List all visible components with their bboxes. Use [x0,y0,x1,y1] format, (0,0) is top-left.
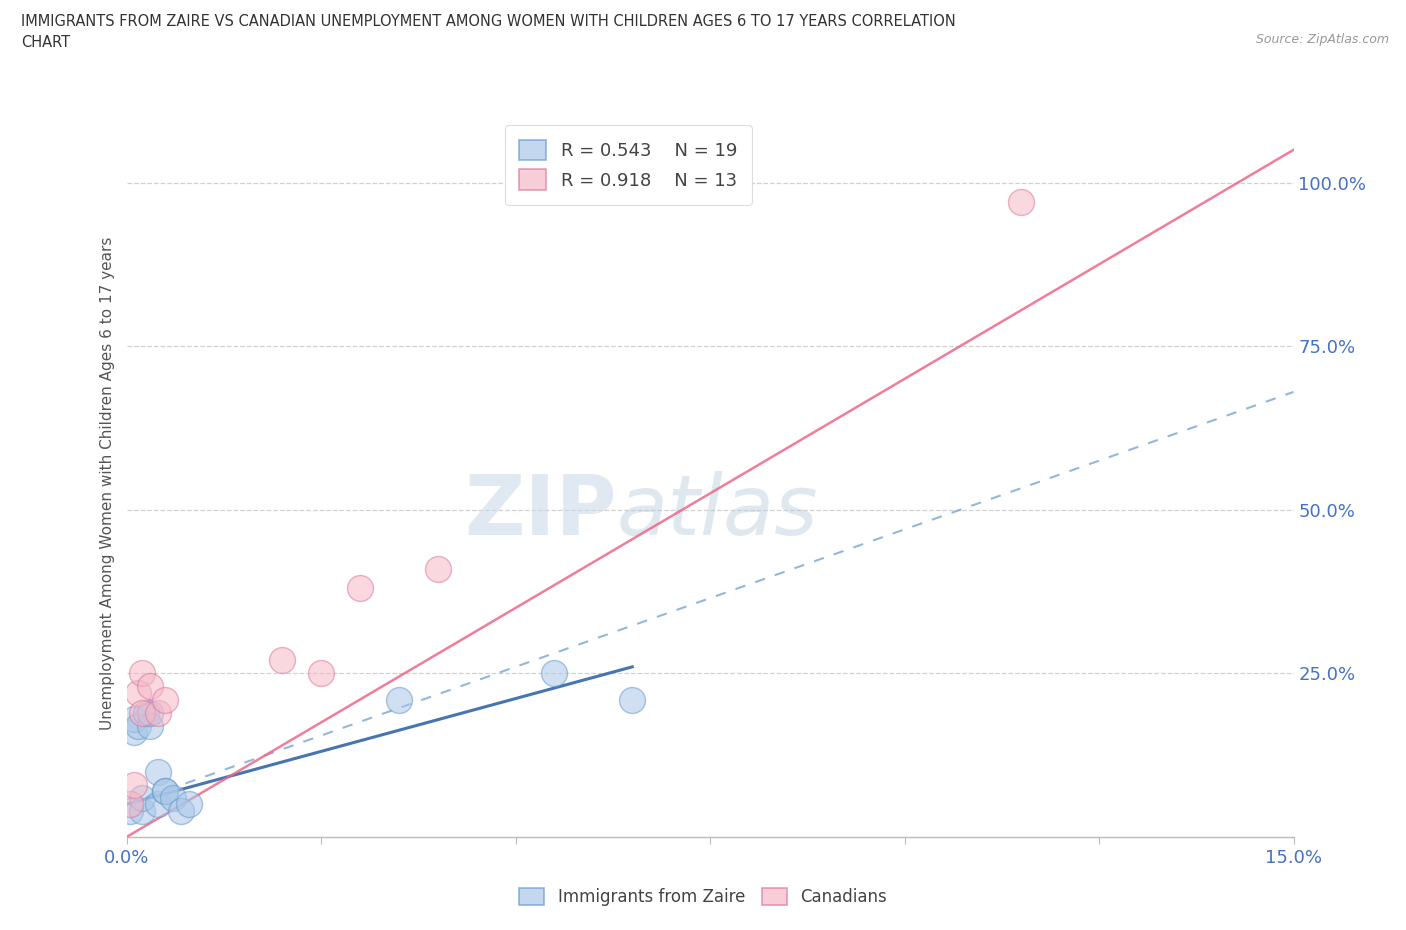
Point [155,692,177,707]
Point [146,797,169,812]
Point [271,653,294,668]
Point [139,705,162,720]
Point [127,685,149,700]
Point [131,705,153,720]
Point [162,790,184,805]
Point [155,784,177,799]
Point [120,797,142,812]
Point [388,692,411,707]
Point [543,666,565,681]
Point [621,692,644,707]
Point [177,797,200,812]
Point [1010,194,1032,209]
Text: atlas: atlas [617,472,818,552]
Point [349,581,371,596]
Point [131,804,153,818]
Point [426,561,449,576]
Legend: Immigrants from Zaire, Canadians: Immigrants from Zaire, Canadians [513,881,893,912]
Text: Source: ZipAtlas.com: Source: ZipAtlas.com [1256,33,1389,46]
Point [139,679,162,694]
Point [127,718,149,733]
Point [120,804,142,818]
Point [155,784,177,799]
Point [124,777,146,792]
Point [146,705,169,720]
Point [135,705,157,720]
Point [309,666,332,681]
Text: IMMIGRANTS FROM ZAIRE VS CANADIAN UNEMPLOYMENT AMONG WOMEN WITH CHILDREN AGES 6 : IMMIGRANTS FROM ZAIRE VS CANADIAN UNEMPL… [21,14,956,29]
Point [146,764,169,779]
Point [131,790,153,805]
Text: CHART: CHART [21,35,70,50]
Point [139,718,162,733]
Point [124,711,146,726]
Y-axis label: Unemployment Among Women with Children Ages 6 to 17 years: Unemployment Among Women with Children A… [100,237,115,730]
Point [131,666,153,681]
Legend: R = 0.543    N = 19, R = 0.918    N = 13: R = 0.543 N = 19, R = 0.918 N = 13 [505,126,752,205]
Point [170,804,193,818]
Text: ZIP: ZIP [464,472,617,552]
Point [124,724,146,739]
